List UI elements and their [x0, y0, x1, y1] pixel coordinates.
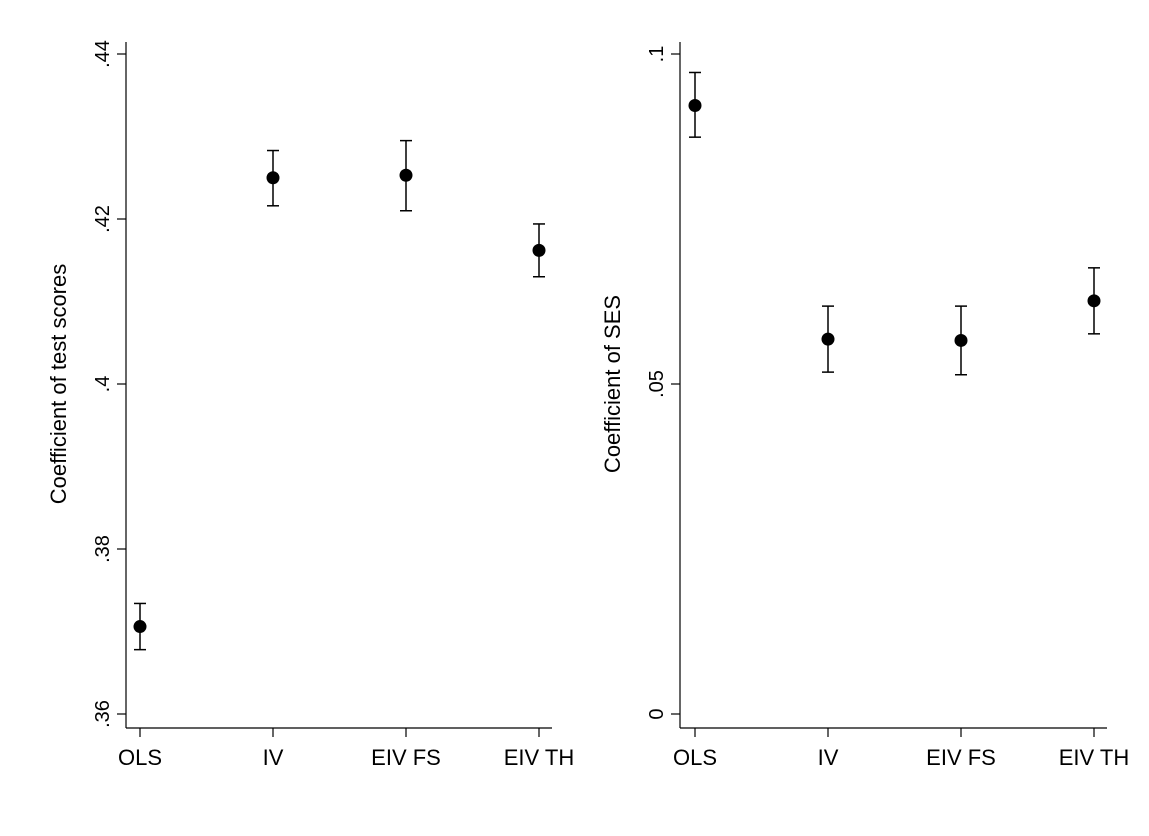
left-panel: Coefficient of test scores .36 .38 .4 .42 .4…: [46, 40, 574, 770]
y-tick-label: .05: [646, 370, 668, 398]
data-point: [133, 620, 147, 634]
y-tick-label: .38: [92, 535, 114, 563]
data-point: [1087, 294, 1101, 308]
y-tick-label: .44: [92, 40, 114, 68]
y-axis-label: Coefficient of test scores: [46, 264, 71, 505]
right-panel: Coefficient of SES 0 .05 .1 OLS IV EIV FS EIV …: [600, 42, 1129, 770]
x-tick-label: EIV FS: [926, 745, 996, 770]
x-tick-label: IV: [818, 745, 839, 770]
y-tick-label: 0: [646, 708, 668, 719]
y-tick-label: .42: [92, 205, 114, 233]
x-tick-label: EIV TH: [1059, 745, 1130, 770]
data-point: [532, 243, 546, 257]
data-point: [954, 333, 968, 347]
data-point: [821, 332, 835, 346]
data-point: [688, 98, 702, 112]
y-tick-label: .36: [92, 700, 114, 728]
x-tick-label: OLS: [673, 745, 717, 770]
y-tick-label: .4: [92, 376, 114, 393]
y-tick-label: .1: [646, 46, 668, 63]
data-point: [266, 171, 280, 185]
y-axis-label: Coefficient of SES: [600, 295, 625, 473]
x-tick-label: EIV TH: [504, 745, 575, 770]
x-tick-label: IV: [263, 745, 284, 770]
x-tick-label: OLS: [118, 745, 162, 770]
data-point: [399, 168, 413, 182]
x-tick-label: EIV FS: [371, 745, 441, 770]
